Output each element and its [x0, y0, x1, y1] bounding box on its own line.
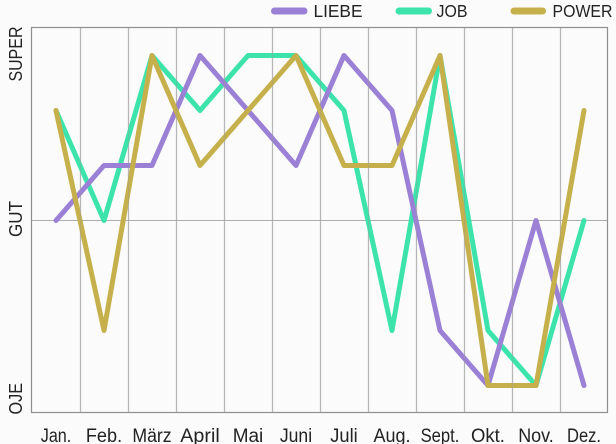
svg-text:Mai: Mai: [233, 426, 264, 444]
svg-text:April: April: [180, 426, 219, 444]
svg-text:LIEBE: LIEBE: [314, 1, 363, 21]
svg-text:OJE: OJE: [6, 383, 26, 415]
svg-text:Juni: Juni: [280, 426, 312, 444]
svg-text:JOB: JOB: [437, 1, 468, 21]
svg-text:SUPER: SUPER: [6, 26, 26, 81]
svg-text:Juli: Juli: [330, 426, 357, 444]
svg-text:Okt.: Okt.: [471, 426, 505, 444]
svg-text:GUT: GUT: [6, 201, 26, 237]
svg-text:Nov.: Nov.: [518, 426, 554, 444]
svg-text:Aug.: Aug.: [374, 426, 411, 444]
svg-text:März: März: [132, 426, 171, 444]
svg-text:Feb.: Feb.: [86, 426, 122, 444]
svg-text:Dez.: Dez.: [567, 426, 601, 444]
svg-text:POWER: POWER: [553, 1, 613, 21]
svg-text:Sept.: Sept.: [421, 426, 460, 444]
svg-text:Jan.: Jan.: [41, 426, 72, 444]
